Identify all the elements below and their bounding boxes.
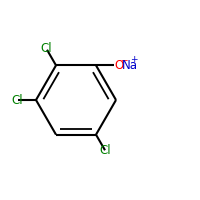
Text: +: + — [130, 55, 138, 64]
Text: −: − — [120, 55, 127, 64]
Text: Cl: Cl — [11, 94, 23, 106]
Text: Cl: Cl — [41, 42, 52, 55]
Text: O: O — [115, 59, 124, 72]
Text: Na: Na — [122, 59, 138, 72]
Text: Cl: Cl — [99, 144, 111, 157]
